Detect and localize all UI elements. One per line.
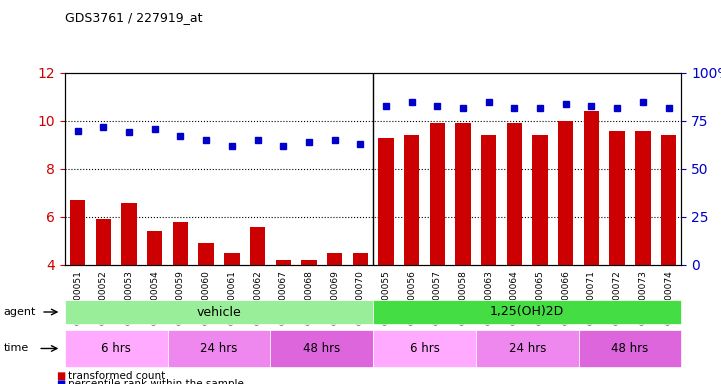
Text: agent: agent xyxy=(4,307,36,317)
Bar xyxy=(327,253,342,361)
Bar xyxy=(609,131,625,361)
Bar xyxy=(173,222,188,361)
Text: transformed count: transformed count xyxy=(68,371,166,381)
Bar xyxy=(353,253,368,361)
Bar xyxy=(224,253,239,361)
Bar xyxy=(275,260,291,361)
Text: 1,25(OH)2D: 1,25(OH)2D xyxy=(490,306,565,318)
Bar xyxy=(379,138,394,361)
Bar xyxy=(301,260,317,361)
Bar xyxy=(584,111,599,361)
Bar xyxy=(249,227,265,361)
Bar xyxy=(481,136,496,361)
Bar xyxy=(147,231,162,361)
Text: GDS3761 / 227919_at: GDS3761 / 227919_at xyxy=(65,12,203,25)
Bar xyxy=(455,123,471,361)
Bar xyxy=(96,219,111,361)
Bar xyxy=(558,121,573,361)
Bar xyxy=(70,200,85,361)
Text: 48 hrs: 48 hrs xyxy=(303,342,340,355)
Text: percentile rank within the sample: percentile rank within the sample xyxy=(68,379,244,384)
Bar xyxy=(430,123,445,361)
Text: 24 hrs: 24 hrs xyxy=(200,342,238,355)
Text: ■: ■ xyxy=(56,379,66,384)
Bar xyxy=(507,123,522,361)
Bar xyxy=(404,136,420,361)
Text: 48 hrs: 48 hrs xyxy=(611,342,649,355)
Bar xyxy=(660,136,676,361)
Bar xyxy=(532,136,548,361)
Text: time: time xyxy=(4,343,29,354)
Bar xyxy=(121,203,137,361)
Bar xyxy=(635,131,650,361)
Bar xyxy=(198,243,214,361)
Text: 24 hrs: 24 hrs xyxy=(508,342,546,355)
Text: 6 hrs: 6 hrs xyxy=(410,342,439,355)
Text: ■: ■ xyxy=(56,371,66,381)
Text: vehicle: vehicle xyxy=(197,306,242,318)
Text: 6 hrs: 6 hrs xyxy=(102,342,131,355)
